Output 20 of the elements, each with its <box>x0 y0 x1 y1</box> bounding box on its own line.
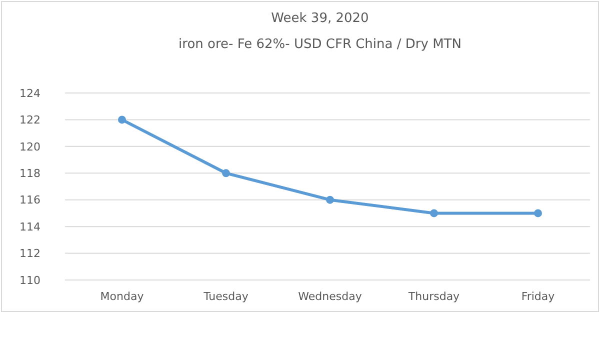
y-tick-label: 122 <box>20 114 40 127</box>
chart-subtitle: iron ore- Fe 62%- USD CFR China / Dry MTN <box>178 37 462 52</box>
y-tick-label: 114 <box>20 220 40 234</box>
chart-title: Week 39, 2020 <box>271 11 369 26</box>
y-tick-label: 112 <box>20 247 40 260</box>
point <box>326 196 334 204</box>
point <box>534 209 542 218</box>
x-tick-label: Monday <box>100 290 144 303</box>
point <box>430 209 438 218</box>
x-tick-label: Wednesday <box>298 290 362 303</box>
point <box>222 169 230 178</box>
y-tick-label: 116 <box>20 194 40 207</box>
y-tick-label: 110 <box>20 274 40 287</box>
point <box>118 116 126 124</box>
x-tick-label: Tuesday <box>202 290 249 303</box>
y-tick-label: 124 <box>20 86 40 100</box>
x-tick-label: Thursday <box>407 290 460 303</box>
y-tick-label: 120 <box>20 140 40 154</box>
x-tick-label: Friday <box>521 290 556 303</box>
y-tick-label: 118 <box>20 166 40 180</box>
